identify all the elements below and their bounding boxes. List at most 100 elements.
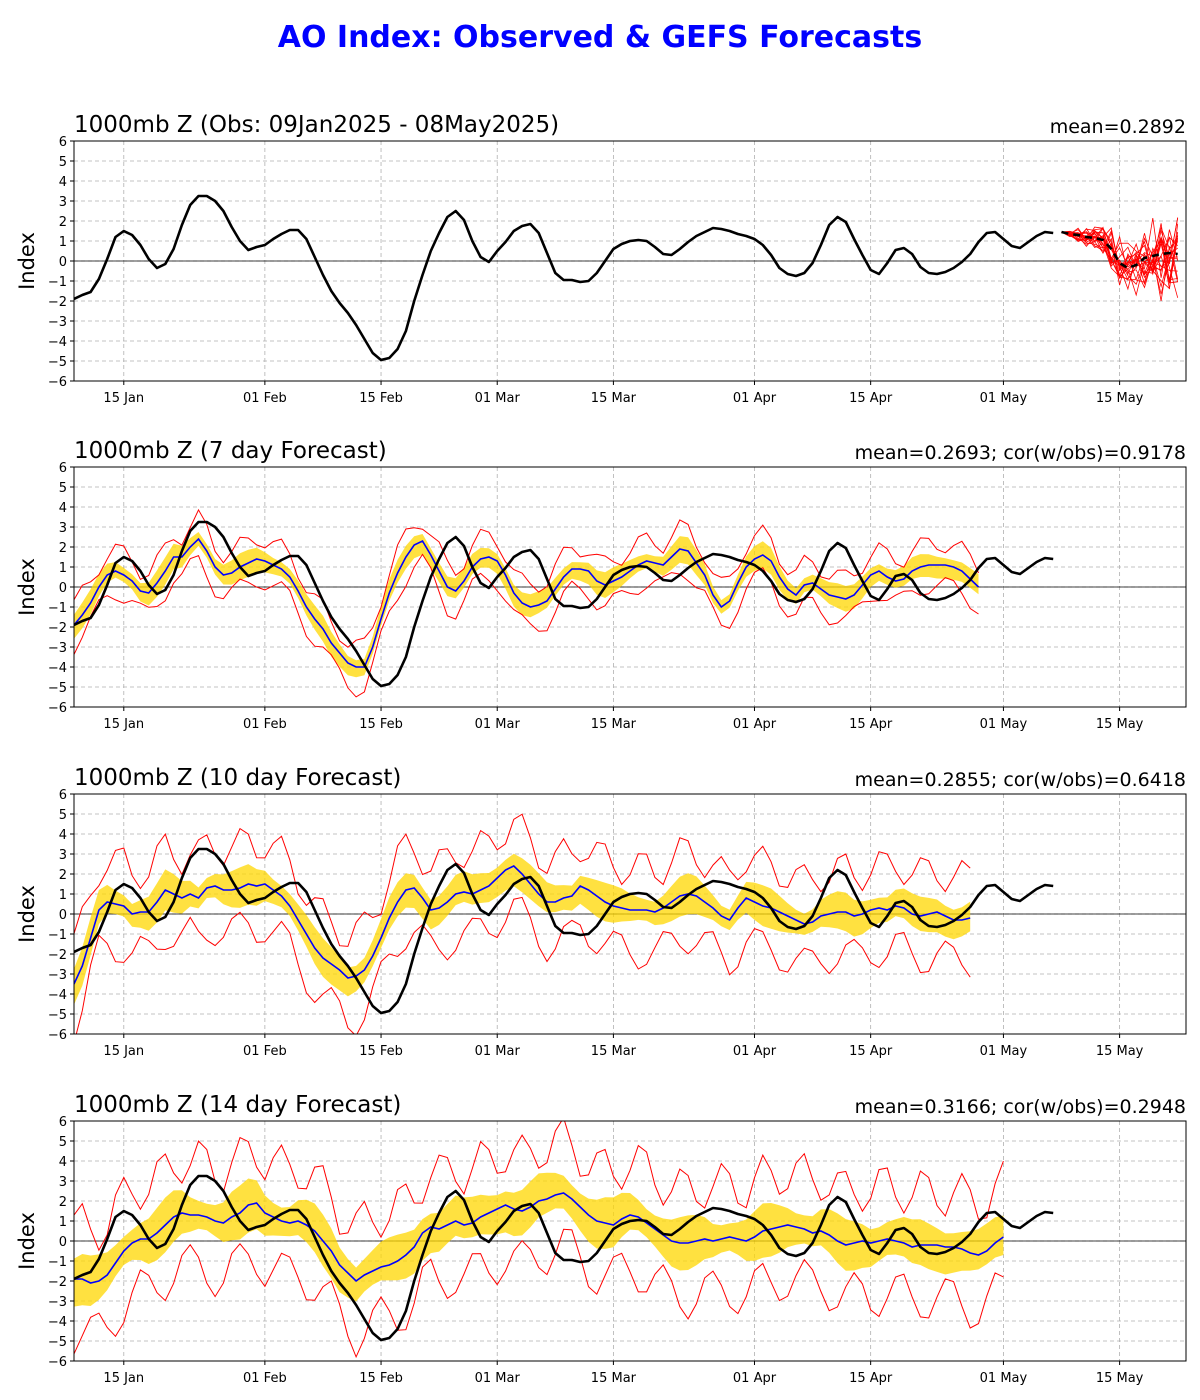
y-tick-label: 2 xyxy=(59,1195,67,1210)
panel-title: 1000mb Z (Obs: 09Jan2025 - 08May2025) xyxy=(74,112,559,138)
x-tick-label: 15 Apr xyxy=(849,1044,893,1059)
ensemble-mean-line xyxy=(74,1192,1004,1284)
y-tick-label: −2 xyxy=(48,1275,67,1290)
y-tick-label: −5 xyxy=(48,1008,67,1023)
y-tick-label: 0 xyxy=(59,581,67,596)
x-tick-label: 01 Mar xyxy=(475,717,521,732)
x-tick-label: 01 Mar xyxy=(475,1044,521,1059)
y-tick-label: 0 xyxy=(59,1235,67,1250)
y-tick-label: 2 xyxy=(59,541,67,556)
y-tick-label: −1 xyxy=(48,601,67,616)
ensemble-member-line xyxy=(1061,229,1178,289)
y-tick-label: 1 xyxy=(59,561,67,576)
ensemble-mean-line xyxy=(74,865,971,985)
y-tick-label: −3 xyxy=(48,641,67,656)
x-tick-label: 01 May xyxy=(980,1371,1028,1386)
y-tick-label: −6 xyxy=(48,1355,67,1370)
panel-title: 1000mb Z (7 day Forecast) xyxy=(74,438,387,464)
x-tick-label: 01 Apr xyxy=(733,1044,777,1059)
y-tick-label: 6 xyxy=(59,788,67,803)
ensemble-mean-forecast-line xyxy=(1061,230,1178,270)
observed-line xyxy=(74,520,1054,688)
y-tick-label: 3 xyxy=(59,848,67,863)
panel-stats: mean=0.2892 xyxy=(1050,116,1186,138)
y-tick-label: 5 xyxy=(59,481,67,496)
y-tick-label: 6 xyxy=(59,135,67,150)
panel-stats: mean=0.2693; cor(w/obs)=0.9178 xyxy=(855,442,1186,464)
y-tick-label: −3 xyxy=(48,968,67,983)
ensemble-member-line xyxy=(1061,228,1178,286)
ensemble-max-line xyxy=(74,1121,1004,1252)
y-tick-label: 3 xyxy=(59,1175,67,1190)
y-tick-label: −4 xyxy=(48,1315,67,1330)
x-tick-label: 15 Apr xyxy=(849,391,893,406)
y-tick-label: −3 xyxy=(48,1295,67,1310)
x-tick-label: 15 Jan xyxy=(103,1371,144,1386)
x-tick-label: 15 Mar xyxy=(591,1044,637,1059)
chart-panel-4: −6 −5 −4 −3 −2 −1 0 1 2 3 4 5 6 15 Jan 01 Feb 15 Feb 01 … xyxy=(15,1092,1187,1386)
y-tick-label: −1 xyxy=(48,928,67,943)
y-axis-label: Index xyxy=(15,558,39,616)
x-tick-label: 01 Apr xyxy=(733,1371,777,1386)
x-tick-label: 01 Mar xyxy=(475,391,521,406)
ensemble-member-line xyxy=(1061,226,1178,281)
x-tick-label: 15 Feb xyxy=(359,1044,403,1059)
x-tick-label: 15 Mar xyxy=(591,1371,637,1386)
y-tick-label: 1 xyxy=(59,888,67,903)
ensemble-member-line xyxy=(1061,228,1179,302)
y-tick-label: −2 xyxy=(48,295,67,310)
chart-panel-2: −6 −5 −4 −3 −2 −1 0 1 2 3 4 5 6 15 Jan 01 Feb 15 Feb 01 … xyxy=(15,438,1187,732)
x-tick-label: 01 Feb xyxy=(243,391,287,406)
y-tick-label: −3 xyxy=(48,315,67,330)
y-tick-label: 6 xyxy=(59,461,67,476)
x-tick-label: 15 May xyxy=(1096,1371,1144,1386)
y-tick-label: 4 xyxy=(59,501,67,516)
panel-title: 1000mb Z (14 day Forecast) xyxy=(74,1092,401,1118)
y-tick-label: −5 xyxy=(48,355,67,370)
y-tick-label: −6 xyxy=(48,375,67,390)
ensemble-min-line xyxy=(75,896,971,1034)
chart-panel-3: −6 −5 −4 −3 −2 −1 0 1 2 3 4 5 6 15 Jan 01 Feb 15 Feb 01 … xyxy=(15,765,1187,1059)
x-tick-label: 01 Mar xyxy=(475,1371,521,1386)
x-tick-label: 15 Jan xyxy=(103,391,144,406)
figure-title: AO Index: Observed & GEFS Forecasts xyxy=(277,20,923,55)
x-tick-label: 15 Mar xyxy=(591,391,637,406)
x-tick-label: 15 Mar xyxy=(591,717,637,732)
x-tick-label: 15 Feb xyxy=(359,391,403,406)
ensemble-member-line xyxy=(1061,217,1179,273)
y-axis-label: Index xyxy=(15,1212,39,1270)
y-tick-label: 0 xyxy=(59,908,67,923)
x-tick-label: 15 Jan xyxy=(103,717,144,732)
ensemble-min-line xyxy=(74,1228,1004,1359)
plot-area xyxy=(74,194,1179,362)
panel-title: 1000mb Z (10 day Forecast) xyxy=(74,765,401,791)
x-tick-label: 15 Feb xyxy=(359,1371,403,1386)
y-tick-label: 5 xyxy=(59,808,67,823)
ensemble-max-line xyxy=(74,508,979,648)
y-tick-label: −6 xyxy=(48,1028,67,1043)
x-tick-label: 01 Apr xyxy=(733,717,777,732)
y-tick-label: 4 xyxy=(59,1155,67,1170)
x-tick-label: 01 Feb xyxy=(243,1044,287,1059)
ensemble-mean-line xyxy=(74,537,980,668)
x-tick-label: 01 Feb xyxy=(243,1371,287,1386)
y-tick-label: 5 xyxy=(59,1135,67,1150)
observed-line xyxy=(74,847,1054,1015)
plot-area xyxy=(74,813,1054,1034)
x-tick-label: 01 May xyxy=(980,391,1028,406)
y-tick-label: 5 xyxy=(59,155,67,170)
ensemble-spread-band xyxy=(74,853,971,1005)
y-tick-label: 2 xyxy=(59,215,67,230)
y-tick-label: −4 xyxy=(48,661,67,676)
y-tick-label: −5 xyxy=(48,681,67,696)
ensemble-member-line xyxy=(1061,231,1178,280)
observed-line xyxy=(74,194,1054,362)
y-tick-label: −2 xyxy=(48,948,67,963)
y-tick-label: 4 xyxy=(59,828,67,843)
y-tick-label: −1 xyxy=(48,1255,67,1270)
x-tick-label: 01 Feb xyxy=(243,717,287,732)
y-tick-label: 1 xyxy=(59,235,67,250)
y-tick-label: −4 xyxy=(48,335,67,350)
ensemble-member-line xyxy=(1061,223,1179,289)
x-tick-label: 15 May xyxy=(1096,391,1144,406)
